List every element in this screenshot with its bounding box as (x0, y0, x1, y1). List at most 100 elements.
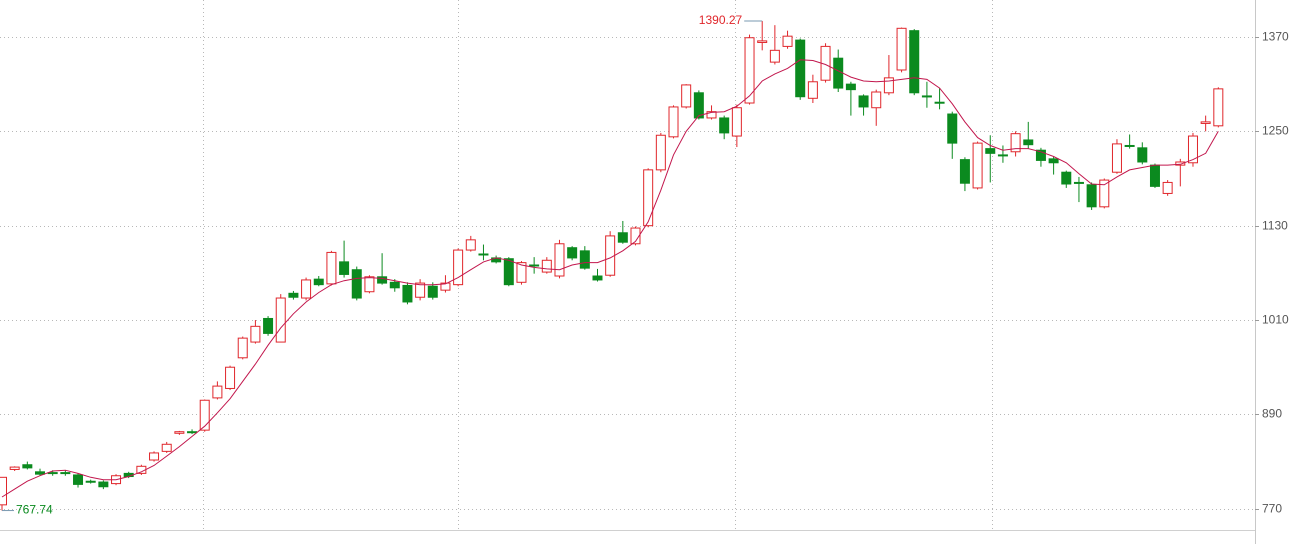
candle-body (1149, 164, 1160, 187)
candle-body (212, 385, 223, 399)
candle-body (301, 279, 312, 299)
candle-body (339, 261, 350, 275)
candle-body (389, 281, 400, 289)
candle-body (1175, 161, 1186, 166)
candle-body (795, 39, 806, 98)
candle-body (921, 95, 932, 98)
candle-body (453, 249, 464, 286)
candle-body (149, 452, 160, 461)
candle-body (402, 284, 413, 303)
candle-body (60, 472, 71, 475)
candle-body (1086, 184, 1097, 208)
candle-body (98, 481, 109, 488)
candle-body (959, 159, 970, 184)
candle-body (833, 57, 844, 89)
y-tick-label: 1130 (1262, 219, 1288, 233)
candle-body (1187, 135, 1198, 164)
candle-body (275, 297, 286, 343)
candle-body (351, 269, 362, 299)
candle-body (516, 262, 527, 283)
candle-body (1073, 181, 1084, 184)
candle-body (35, 471, 46, 475)
candle-body (655, 134, 666, 171)
candle-body (199, 399, 210, 431)
candle-body (85, 480, 96, 483)
candle-body (1010, 133, 1021, 153)
candle-body (807, 81, 818, 99)
candle-body (377, 276, 388, 284)
candle-body (478, 253, 489, 256)
candle-body (465, 239, 476, 251)
candle-body (630, 227, 641, 245)
min-label: 767.74 (16, 503, 53, 517)
candle-body (731, 107, 742, 137)
y-tick-label: 1010 (1262, 313, 1289, 327)
candle-body (757, 40, 768, 43)
candle-body (845, 83, 856, 91)
candle-body (719, 117, 730, 134)
candle-body (744, 37, 755, 104)
candle-body (947, 113, 958, 144)
candle-body (161, 443, 172, 452)
candle-body (529, 264, 540, 267)
candle-body (73, 474, 84, 485)
candle-body (1111, 143, 1122, 173)
candle-body (1023, 139, 1034, 146)
candle-body (668, 106, 679, 138)
candle-body (313, 278, 324, 286)
candle-body (1035, 149, 1046, 161)
candle-body (883, 77, 894, 94)
candle-body (858, 95, 869, 108)
candle-body (237, 337, 248, 359)
candle-body (9, 466, 20, 470)
candle-body (174, 431, 185, 434)
candle-body (605, 235, 616, 276)
candle-body (693, 92, 704, 119)
y-tick-label: 770 (1262, 502, 1282, 516)
candle-body (187, 431, 198, 434)
candle-body (326, 251, 337, 285)
candle-body (427, 285, 438, 298)
candle-body (1048, 158, 1059, 164)
ma-line (1, 59, 1219, 498)
candle-body (643, 169, 654, 227)
candle-body (541, 259, 552, 273)
candle-body (871, 91, 882, 109)
candle-body (250, 325, 261, 343)
y-tick-label: 1370 (1262, 30, 1289, 44)
y-tick-label: 890 (1262, 407, 1282, 421)
candle-body (22, 464, 33, 469)
candle-body (592, 275, 603, 281)
candle-body (769, 49, 780, 63)
candle-body (503, 258, 514, 286)
candle-body (997, 154, 1008, 157)
candle-body (1162, 181, 1173, 194)
y-tick-label: 1250 (1262, 124, 1289, 138)
candle-body (1213, 88, 1224, 127)
candle-body (440, 282, 451, 291)
candle-body (364, 276, 375, 293)
candle-body (985, 148, 996, 154)
candle-body (972, 142, 983, 189)
candle-body (706, 111, 717, 119)
candle-body (554, 243, 565, 277)
candle-body (567, 247, 578, 259)
candle-body (1137, 147, 1148, 163)
candle-body (0, 476, 7, 506)
candle-body (934, 101, 945, 104)
candle-body (617, 232, 628, 243)
candle-body (896, 27, 907, 71)
candle-body (225, 366, 236, 389)
candle-body (415, 282, 426, 298)
max-label: 1390.27 (699, 13, 743, 27)
candle-body (47, 472, 58, 475)
candle-body (1061, 171, 1072, 185)
candle-body (579, 250, 590, 269)
candle-body (263, 317, 274, 334)
candle-body (1124, 144, 1135, 147)
candle-body (782, 35, 793, 47)
candle-body (681, 84, 692, 108)
candle-body (909, 30, 920, 94)
